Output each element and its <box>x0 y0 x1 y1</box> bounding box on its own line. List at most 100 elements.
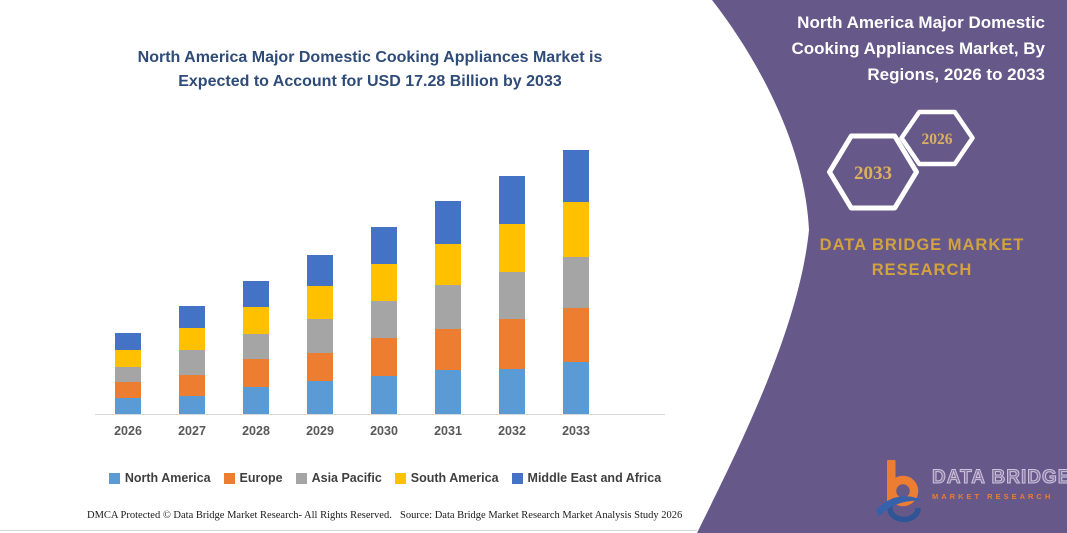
bar-segment <box>435 370 461 414</box>
x-axis-label: 2027 <box>178 424 206 438</box>
legend-marker-icon <box>223 472 235 484</box>
legend-label: Asia Pacific <box>311 471 382 485</box>
legend-marker-icon <box>295 472 307 484</box>
badge-year-2033: 2033 <box>854 163 892 184</box>
data-bridge-logo-icon <box>876 460 923 523</box>
stacked-bar <box>499 175 525 414</box>
x-axis-label: 2026 <box>114 424 142 438</box>
bar-segment <box>499 368 525 414</box>
bar-group-2029 <box>288 150 352 414</box>
bar-segment <box>307 319 333 353</box>
bar-segment <box>243 359 269 387</box>
logo-subtitle: MARKET RESEARCH <box>932 492 1054 501</box>
legend-label: Middle East and Africa <box>527 471 662 485</box>
x-axis-labels: 2026 2027 2028 2029 2030 2031 2032 2033 <box>96 424 608 438</box>
x-axis-label: 2029 <box>306 424 334 438</box>
bar-segment <box>179 375 205 396</box>
stacked-bar <box>243 280 269 414</box>
chart-title: North America Major Domestic Cooking App… <box>40 46 700 94</box>
legend-item: Middle East and Africa <box>511 471 662 485</box>
bars <box>96 150 608 414</box>
legend-marker-icon <box>108 472 120 484</box>
bar-segment <box>115 366 141 383</box>
side-panel-title-line3: Regions, 2026 to 2033 <box>867 65 1045 84</box>
x-axis-label: 2031 <box>434 424 462 438</box>
bar-segment <box>307 381 333 414</box>
bar-segment <box>115 398 141 414</box>
legend-item: South America <box>394 471 499 485</box>
bar-segment <box>563 308 589 362</box>
bar-segment <box>371 263 397 301</box>
bar-segment <box>307 254 333 287</box>
bar-segment <box>179 350 205 376</box>
bar-segment <box>115 332 141 350</box>
hexagon-badges: 2033 2026 <box>827 109 975 211</box>
legend-item: Europe <box>223 471 283 485</box>
bar-segment <box>563 150 589 203</box>
bar-segment <box>563 361 589 414</box>
bar-group-2031 <box>416 150 480 414</box>
stacked-bar <box>435 200 461 414</box>
bar-group-2030 <box>352 150 416 414</box>
brand-text-line2: RESEARCH <box>871 261 973 279</box>
bar-segment <box>563 202 589 257</box>
stacked-bar <box>179 306 205 414</box>
stacked-bar <box>115 332 141 414</box>
bar-segment <box>435 284 461 329</box>
bar-segment <box>371 376 397 414</box>
x-axis-line <box>95 414 665 415</box>
side-panel-title-line1: North America Major Domestic <box>797 13 1045 32</box>
logo-text: DATA BRIDGE MARKET RESEARCH <box>931 458 1067 528</box>
legend-marker-icon <box>511 472 523 484</box>
x-axis-label: 2030 <box>370 424 398 438</box>
stacked-bar <box>563 150 589 414</box>
legend-marker-icon <box>394 472 406 484</box>
bar-segment <box>435 200 461 244</box>
side-panel-title-line2: Cooking Appliances Market, By <box>791 39 1045 58</box>
bottom-divider <box>0 530 697 531</box>
chart-title-line1: North America Major Domestic Cooking App… <box>137 49 603 66</box>
footer: DMCA Protected © Data Bridge Market Rese… <box>0 508 700 526</box>
legend: North America Europe Asia Pacific South Ame… <box>70 471 700 485</box>
hexagon-badge-2033: 2033 <box>827 133 919 211</box>
bar-segment <box>115 349 141 367</box>
brand-text-line1: DATA BRIDGE MARKET <box>819 236 1025 254</box>
bar-segment <box>563 256 589 309</box>
bar-segment <box>371 300 397 339</box>
footer-copyright: DMCA Protected © Data Bridge Market Rese… <box>87 510 392 521</box>
bar-group-2033 <box>544 150 608 414</box>
legend-item: North America <box>108 471 211 485</box>
bar-segment <box>115 382 141 399</box>
stacked-bar <box>371 226 397 414</box>
logo-title: DATA BRIDGE <box>931 467 1067 489</box>
legend-label: North America <box>124 471 211 485</box>
bar-group-2027 <box>160 150 224 414</box>
bar-segment <box>243 386 269 414</box>
stacked-bar <box>307 254 333 414</box>
bar-segment <box>435 328 461 371</box>
bar-segment <box>499 319 525 369</box>
chart-area: North America Major Domestic Cooking App… <box>0 46 700 531</box>
side-panel-background <box>697 0 1067 533</box>
bar-segment <box>435 243 461 285</box>
bar-segment <box>371 226 397 264</box>
legend-label: South America <box>410 471 499 485</box>
bar-segment <box>179 306 205 328</box>
bar-segment <box>243 333 269 359</box>
side-panel-title: North America Major Domestic Cooking App… <box>773 10 1045 88</box>
bar-segment <box>307 352 333 382</box>
legend-item: Asia Pacific <box>295 471 382 485</box>
bar-segment <box>243 280 269 307</box>
footer-source: Source: Data Bridge Market Research Mark… <box>400 510 683 521</box>
bar-segment <box>179 327 205 351</box>
bar-segment <box>499 224 525 273</box>
bar-group-2032 <box>480 150 544 414</box>
chart-title-line2: Expected to Account for USD 17.28 Billio… <box>178 73 562 90</box>
bar-segment <box>243 306 269 334</box>
bar-group-2026 <box>96 150 160 414</box>
bar-segment <box>371 338 397 377</box>
hexagon-badge-2026: 2026 <box>899 109 975 167</box>
company-logo: DATA BRIDGE MARKET RESEARCH <box>875 458 1067 528</box>
bar-segment <box>307 286 333 320</box>
